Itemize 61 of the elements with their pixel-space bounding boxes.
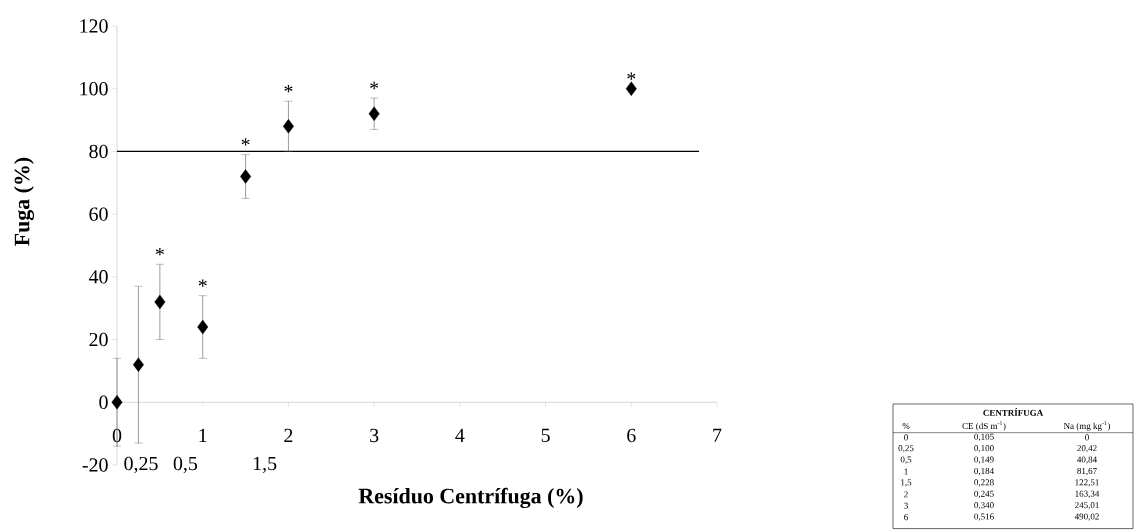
text: 0,5 [900,456,912,464]
text: 0,100 [974,445,994,453]
text: CENTRÍFUGA [983,408,1044,416]
text: 81,67 [1077,467,1097,476]
x-tick-label: 4 [455,428,465,442]
y-tick-label: 80 [89,144,108,159]
point [368,106,380,121]
text: 3 [904,502,908,509]
point [197,319,209,335]
text: % [902,422,910,430]
text: Na (mg kg$^{-1}$) [1063,421,1111,431]
text: 40,84 [1077,456,1097,464]
y-tick-label: 40 [88,270,108,284]
y-tick-label: 0 [99,395,108,409]
annotation: * [198,279,207,287]
x-tick-label: 0 [112,428,122,443]
y-tick-label: 20 [89,332,108,347]
point [111,395,123,410]
y-tick-label: -20 [82,458,108,472]
text: 0,228 [974,479,994,487]
text: 0,340 [974,502,994,510]
x-tick-label: 6 [627,428,636,443]
x-tick-label: 5 [541,428,550,443]
x-tick-label: 1 [199,428,207,442]
text: 0,25 [898,445,914,453]
x-tick-label: 2 [284,428,293,442]
point [240,169,252,184]
annotation: 0,5 [173,456,198,474]
text: 0,105 [974,433,994,442]
text: 0,149 [974,456,994,464]
text: 1,5 [901,479,912,487]
y-tick-label: 60 [89,207,108,221]
annotation: * [155,248,164,256]
point [132,357,144,372]
annotation: * [370,81,379,90]
text: 0,516 [974,513,994,521]
text: 20,42 [1077,445,1097,453]
y-tick-label: 120 [80,19,108,33]
point [154,294,166,310]
annotation: * [284,85,293,93]
x-axis-title: Resíduo Centrífuga (%) [358,487,583,509]
y-tick-label: 100 [80,81,108,96]
text: 490,02 [1074,513,1099,521]
x-tick-label: 3 [370,428,379,443]
text: 6 [904,514,908,521]
text: 0,184 [974,467,994,476]
annotation: * [627,72,636,80]
text: CE (dS m$^{-1}$) [962,421,1006,431]
text: 163,34 [1075,490,1100,499]
annotation: 1,5 [253,456,277,474]
text: 122,51 [1075,479,1099,487]
y-axis-title: Fuga (%) [13,157,35,246]
text: 0,245 [974,490,994,499]
annotation: * [241,138,250,146]
annotation: 0,25 [124,456,158,474]
text: 1 [904,468,908,475]
text: 245,01 [1075,502,1099,510]
point [625,81,637,96]
text: 2 [904,491,908,498]
x-tick-label: 7 [713,428,722,442]
point [282,119,294,134]
